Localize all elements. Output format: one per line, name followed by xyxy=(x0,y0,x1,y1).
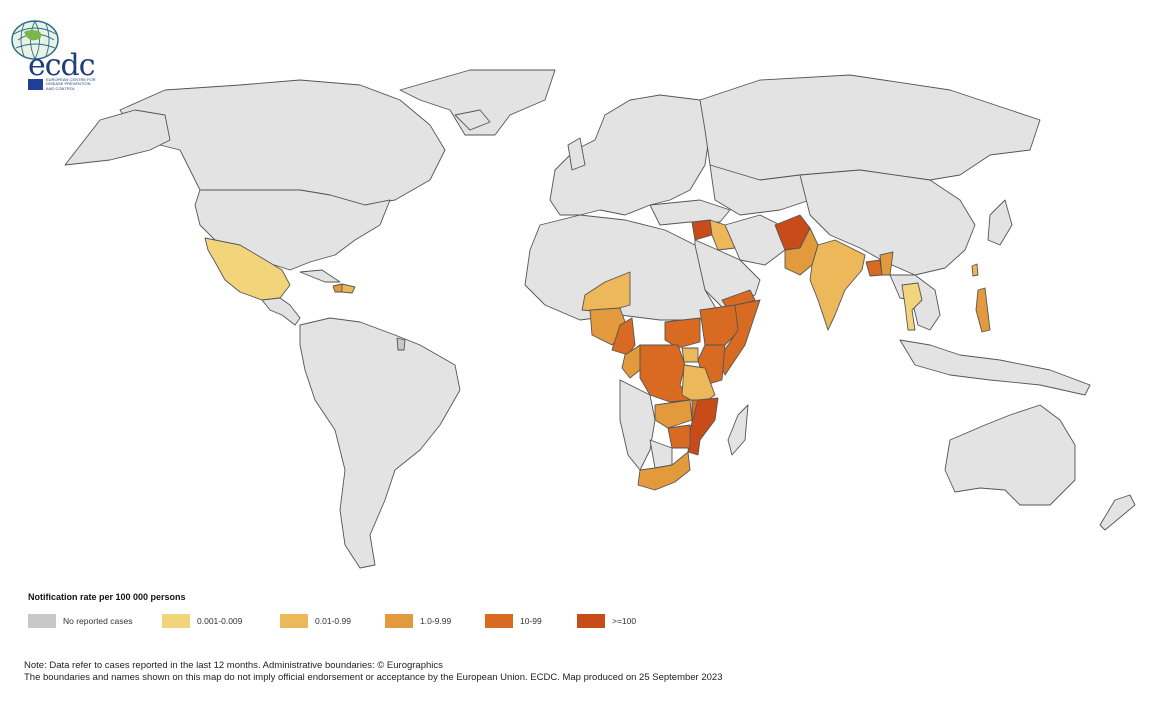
legend-item-001: 0.01-0.99 xyxy=(280,614,385,628)
legend-swatch xyxy=(280,614,308,628)
region-central-america xyxy=(261,297,301,326)
legend-label: >=100 xyxy=(612,616,637,626)
region-taiwan xyxy=(971,263,979,277)
region-myanmar xyxy=(879,251,894,276)
region-canada xyxy=(119,79,446,206)
legend-item-10: 10-99 xyxy=(485,614,577,628)
region-new-zealand xyxy=(1099,494,1136,531)
region-thailand xyxy=(901,282,923,331)
region-zimbabwe xyxy=(667,424,691,449)
region-iceland xyxy=(454,109,491,131)
legend-label: 10-99 xyxy=(520,616,542,626)
legend-item-1: 1.0-9.99 xyxy=(385,614,485,628)
region-iraq xyxy=(709,219,736,251)
legend-item-no-cases: No reported cases xyxy=(28,614,162,628)
legend-swatch xyxy=(385,614,413,628)
note-line-1: Note: Data refer to cases reported in th… xyxy=(24,660,443,671)
region-botswana xyxy=(649,439,673,469)
eu-flag-icon xyxy=(28,79,43,90)
legend-item-100: >=100 xyxy=(577,614,636,628)
region-niger xyxy=(581,271,631,313)
legend-label: 1.0-9.99 xyxy=(420,616,452,626)
region-usa xyxy=(194,189,391,271)
region-zambia xyxy=(654,399,693,429)
region-cuba xyxy=(299,269,341,283)
region-somalia xyxy=(717,299,761,376)
legend-swatch xyxy=(577,614,605,628)
legend-swatch xyxy=(28,614,56,628)
region-indonesia xyxy=(899,339,1091,396)
region-madagascar xyxy=(727,404,749,456)
region-india xyxy=(809,239,866,331)
region-philippines xyxy=(975,287,991,333)
region-uk xyxy=(567,137,586,171)
region-syria xyxy=(691,219,713,241)
legend-swatch xyxy=(162,614,190,628)
region-russia xyxy=(699,74,1041,181)
region-congo xyxy=(621,344,641,379)
region-china xyxy=(799,169,976,276)
region-uganda xyxy=(681,347,699,363)
logo-organization: EUROPEAN CENTRE FOR DISEASE PREVENTION A… xyxy=(46,77,96,91)
legend-label: 0.01-0.99 xyxy=(315,616,351,626)
region-turkey-caucasus xyxy=(649,199,731,226)
legend-label: 0.001-0.009 xyxy=(197,616,243,626)
region-south-america xyxy=(299,317,461,569)
region-dominican-republic xyxy=(341,283,356,294)
ecdc-logo: ecdc EUROPEAN CENTRE FOR DISEASE PREVENT… xyxy=(10,18,96,94)
region-greenland xyxy=(399,69,556,136)
globe-icon xyxy=(11,20,59,60)
logo-wordmark: ecdc xyxy=(28,48,96,83)
region-haiti xyxy=(332,283,343,293)
region-alaska xyxy=(64,109,171,166)
region-angola-namibia xyxy=(619,379,656,471)
legend-title: Notification rate per 100 000 persons xyxy=(28,592,186,602)
world-map xyxy=(64,69,1136,569)
region-bangladesh xyxy=(865,259,883,277)
region-japan xyxy=(987,199,1013,246)
map-legend: Notification rate per 100 000 persons No… xyxy=(28,592,636,628)
legend-label: No reported cases xyxy=(63,616,133,626)
legend-swatch xyxy=(485,614,513,628)
region-cameroon xyxy=(611,317,636,356)
region-south-africa xyxy=(637,451,691,491)
region-south-sudan xyxy=(664,317,701,349)
region-french-guiana xyxy=(396,337,406,351)
region-kazakhstan xyxy=(709,164,811,216)
region-iran xyxy=(724,214,786,266)
legend-item-0001: 0.001-0.009 xyxy=(162,614,280,628)
region-australia xyxy=(944,404,1076,506)
map-note: Note: Data refer to cases reported in th… xyxy=(24,660,723,684)
note-line-2: The boundaries and names shown on this m… xyxy=(24,672,723,683)
